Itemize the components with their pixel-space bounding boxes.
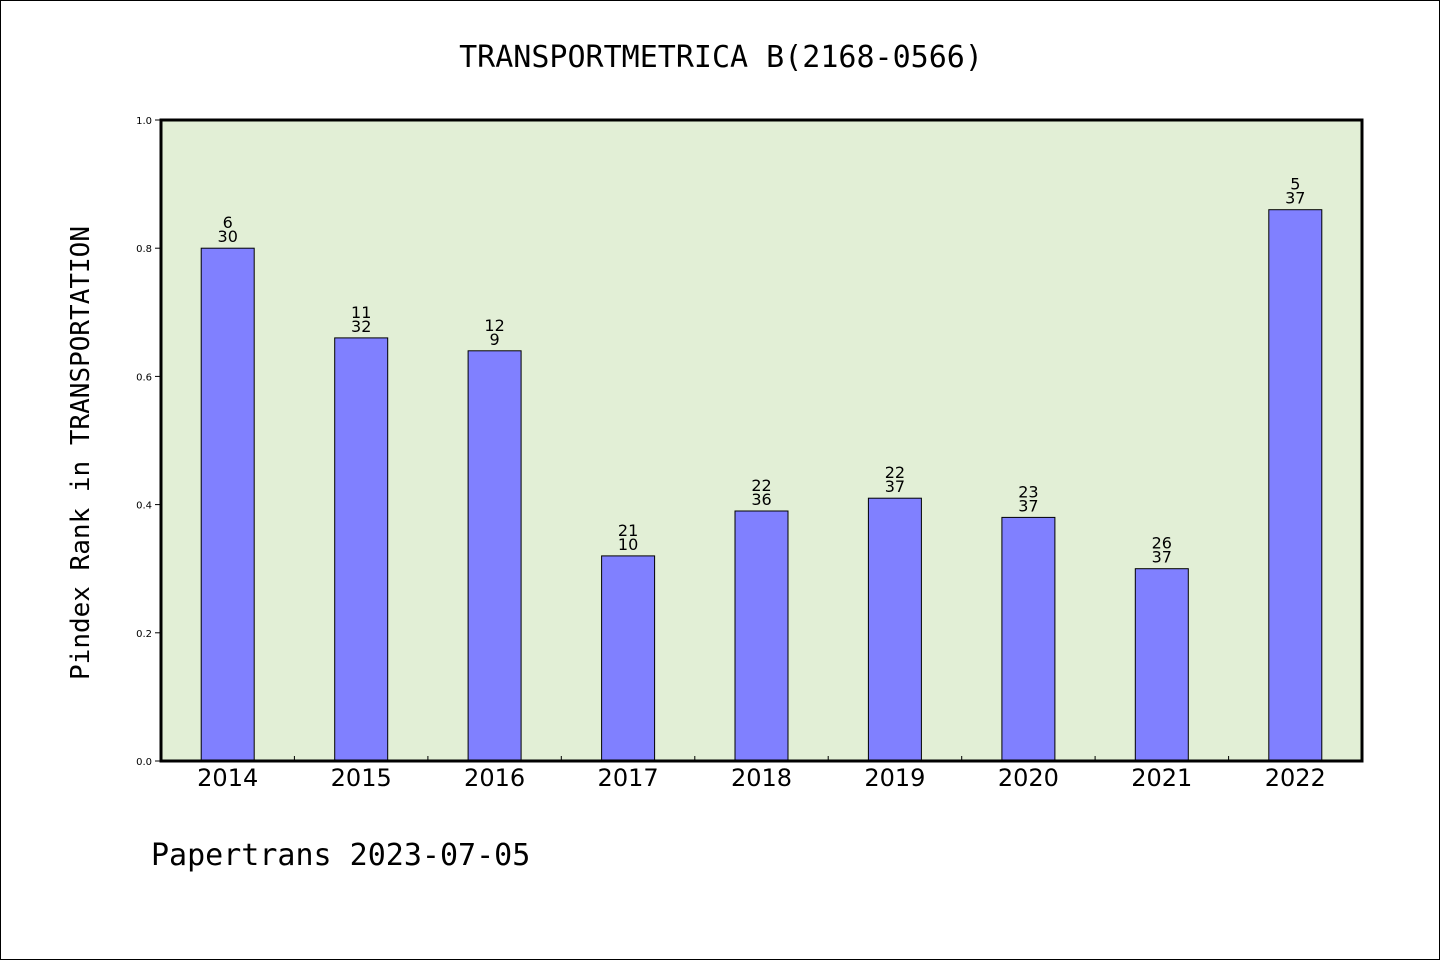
bar-label-bottom-2022: 37	[1285, 189, 1305, 208]
x-tick-label-2018: 2018	[731, 764, 792, 792]
bar-label-bottom-2019: 37	[885, 477, 905, 496]
bar-2021	[1134, 568, 1189, 762]
bar-2019	[867, 497, 922, 762]
bar-2022	[1268, 209, 1323, 762]
y-tick-label: 0.0	[136, 757, 152, 768]
x-tick-label-2016: 2016	[464, 764, 525, 792]
y-tick-label: 0.6	[136, 372, 152, 383]
bar-label-top-2019: 22	[885, 463, 905, 482]
bars	[200, 209, 1323, 762]
bar-2016	[467, 350, 522, 762]
bar-label-top-2020: 23	[1018, 482, 1038, 501]
y-tick-label: 1.0	[136, 116, 152, 127]
plot-border	[159, 118, 1364, 763]
x-tick-label-2021: 2021	[1131, 764, 1192, 792]
bar-label-bottom-2020: 37	[1018, 496, 1038, 515]
bar-2017	[601, 555, 656, 762]
x-tick-label-2017: 2017	[598, 764, 659, 792]
bar-label-bottom-2015: 32	[351, 317, 371, 336]
bar-label-bottom-2021: 37	[1152, 548, 1172, 567]
y-tick-label: 0.8	[136, 244, 152, 255]
footer-credit: Papertrans 2023-07-05	[151, 838, 530, 873]
y-tick-label: 0.4	[136, 501, 152, 512]
y-axis-label: Pindex Rank in TRANSPORTATION	[66, 226, 96, 680]
bar-label-bottom-2017: 10	[618, 535, 638, 554]
y-tick-label: 0.2	[136, 629, 152, 640]
x-tick-label-2019: 2019	[864, 764, 925, 792]
x-tick-label-2020: 2020	[998, 764, 1059, 792]
bar-2014	[200, 247, 255, 762]
bar-2018	[734, 510, 789, 762]
bar-label-top-2022: 5	[1290, 175, 1300, 194]
x-tick-label-2014: 2014	[197, 764, 258, 792]
x-axis-ticks: 2014 2015 2016 2017 2018 2019 2020 2021 2022	[197, 756, 1326, 792]
bar-label-bottom-2014: 30	[218, 227, 238, 246]
y-axis-ticks: 0.0 0.2 0.4 0.6 0.8 1.0	[136, 116, 161, 768]
bar-label-bottom-2018: 36	[751, 490, 771, 509]
x-tick-label-2015: 2015	[331, 764, 392, 792]
bar-label-top-2021: 26	[1152, 534, 1172, 553]
chart-title: TRANSPORTMETRICA B(2168-0566)	[459, 40, 983, 75]
bar-2015	[334, 337, 389, 762]
bar-2020	[1001, 516, 1056, 762]
bar-label-top-2018: 22	[751, 476, 771, 495]
bar-label-top-2014: 6	[223, 213, 233, 232]
bar-label-top-2017: 21	[618, 521, 638, 540]
bar-label-top-2016: 12	[484, 316, 504, 335]
x-tick-label-2022: 2022	[1265, 764, 1326, 792]
bar-label-top-2015: 11	[351, 303, 371, 322]
bar-label-bottom-2016: 9	[490, 330, 500, 349]
